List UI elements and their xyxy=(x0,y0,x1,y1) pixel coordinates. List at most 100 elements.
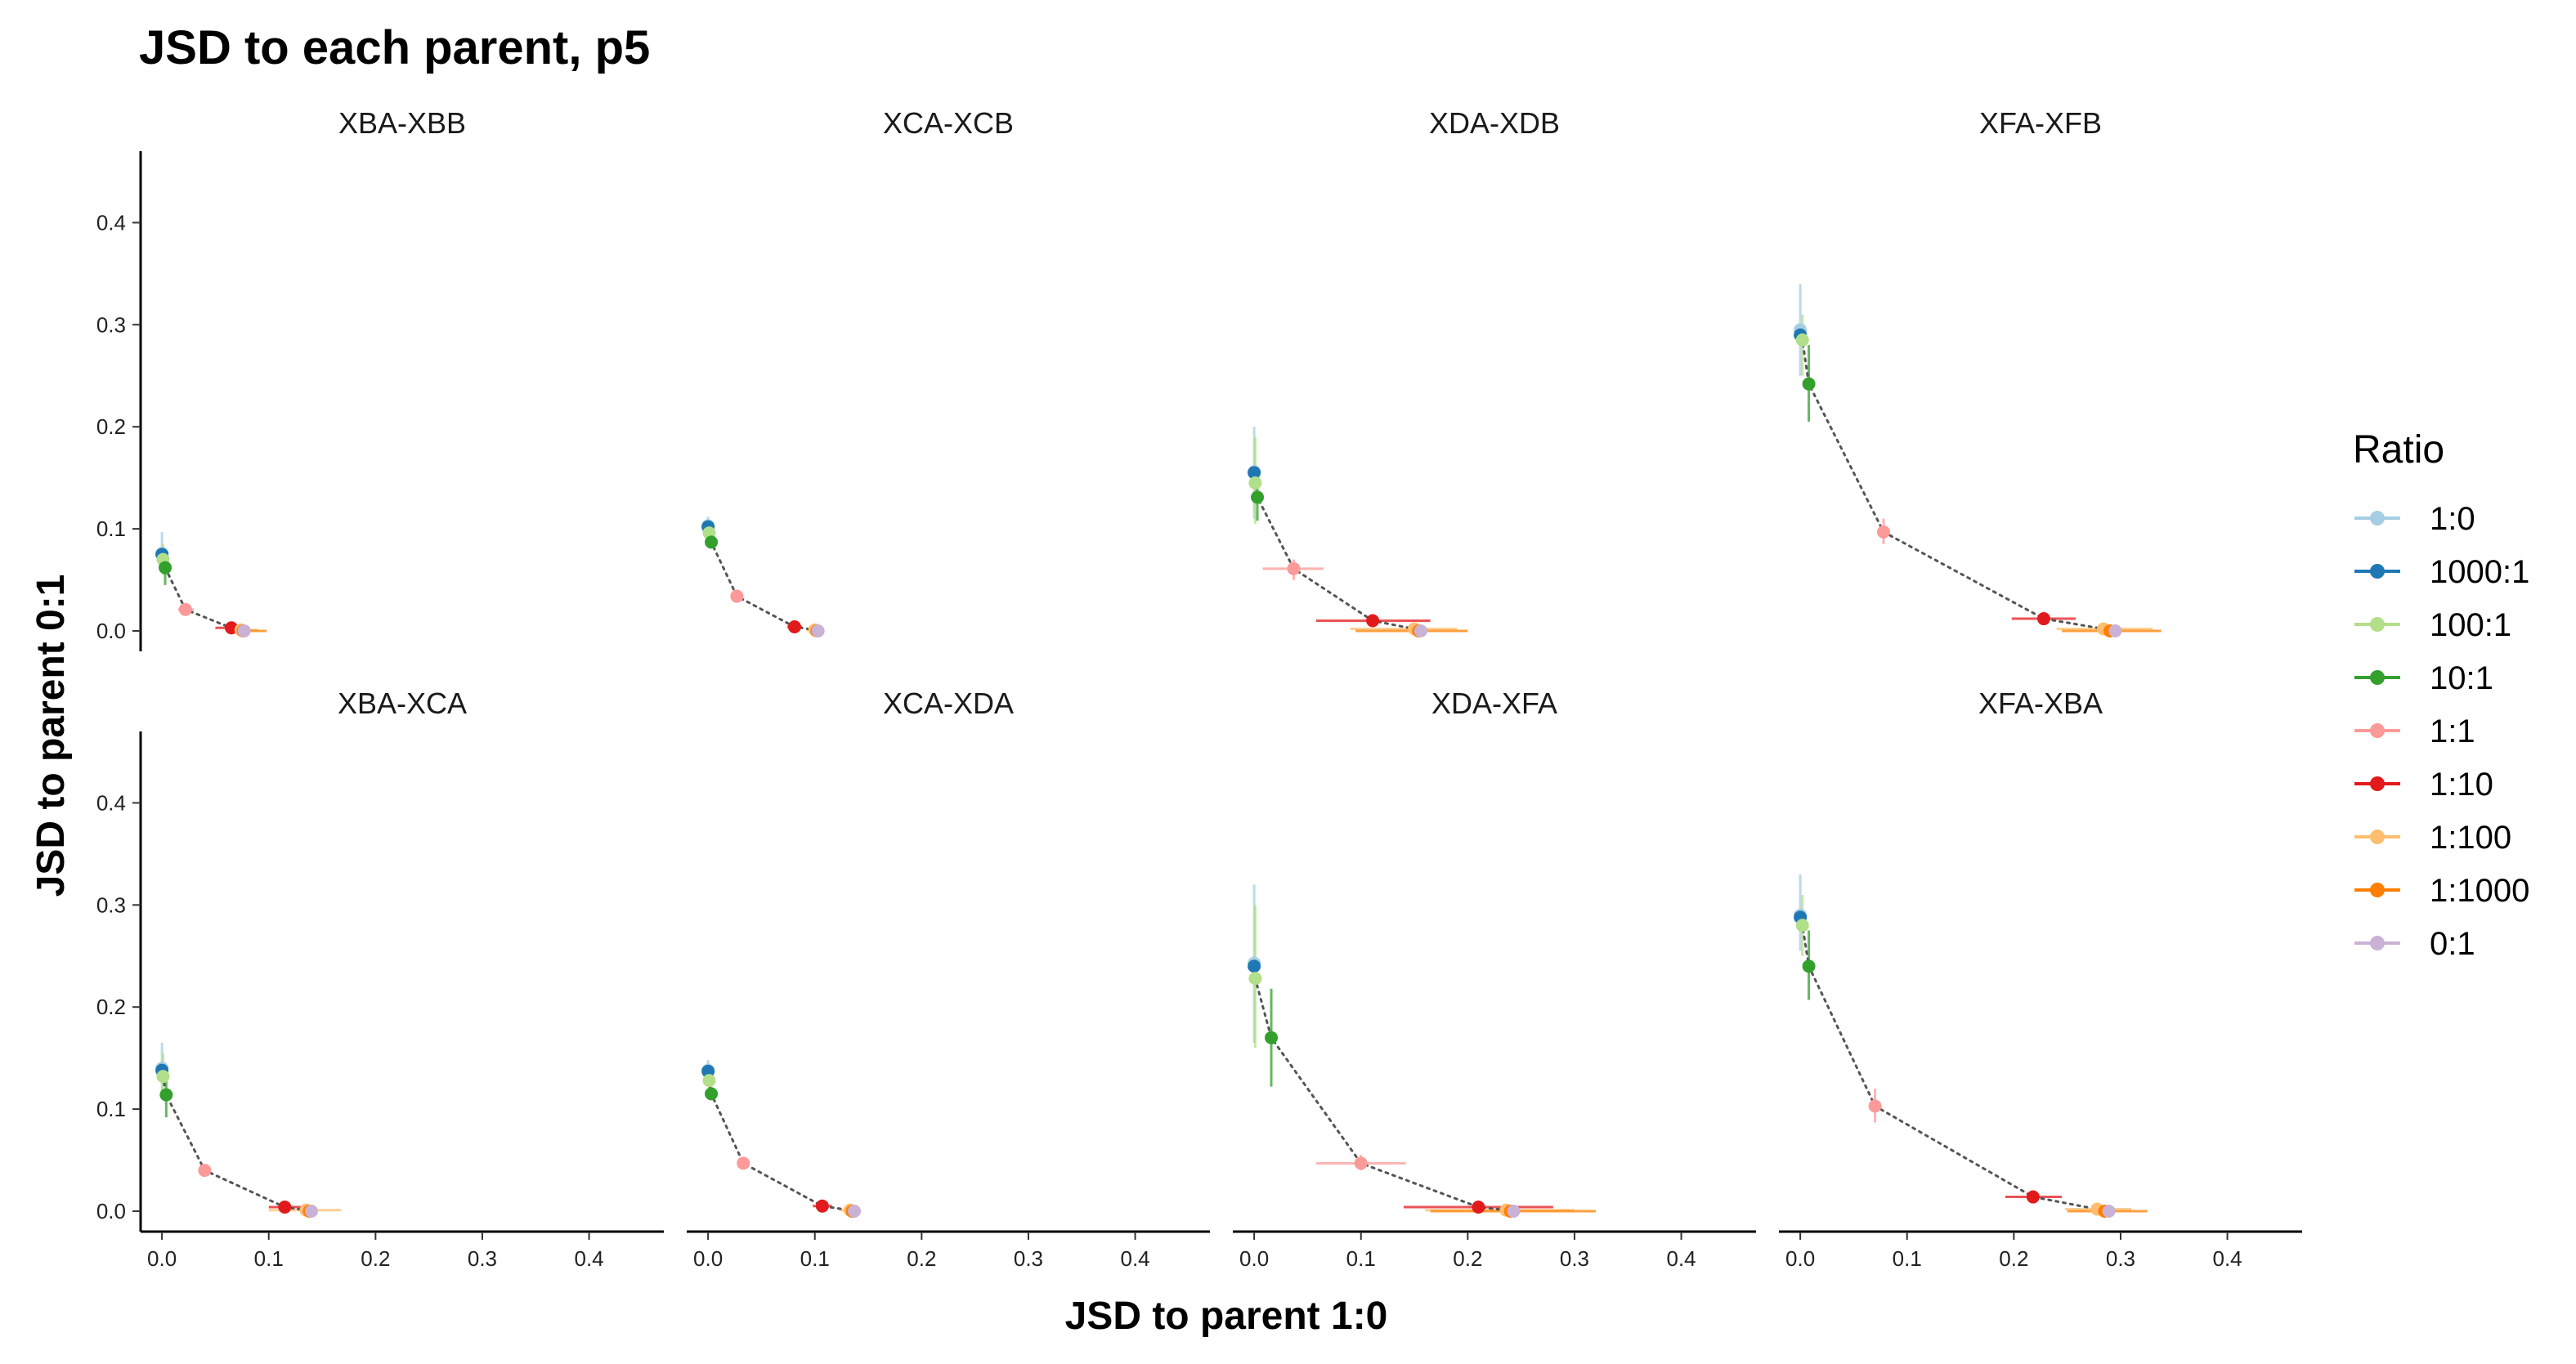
x-tick-label: 0.0 xyxy=(693,1246,723,1271)
legend-key-point xyxy=(2370,936,2385,950)
data-point-10-1 xyxy=(705,535,719,549)
x-tick-label: 0.3 xyxy=(468,1246,497,1271)
data-point-1-10 xyxy=(815,1199,829,1213)
data-point-1-1 xyxy=(1354,1156,1368,1170)
data-point-0-1 xyxy=(811,624,825,638)
data-point-1-1 xyxy=(198,1164,212,1178)
legend-label: 1:1000 xyxy=(2430,873,2529,909)
data-point-1-10 xyxy=(2026,1190,2040,1204)
x-tick-label: 0.1 xyxy=(254,1246,284,1271)
x-tick-label: 0.0 xyxy=(1239,1246,1269,1271)
legend-key-point xyxy=(2370,564,2385,579)
data-point-100-1 xyxy=(1795,333,1809,347)
y-tick-label: 0.4 xyxy=(96,790,126,815)
facet-panels: XBA-XBB 0.0 0.1 0.2 0.3 0.4 XCA-XCB XDA-XDB XFA-… xyxy=(96,106,2302,1271)
data-point-1-10 xyxy=(1366,614,1380,628)
facet-panel-xba-xca: XBA-XCA 0.0 0.1 0.2 0.3 0.4 0.0 0.1 0.2 0.3 0.4 xyxy=(96,686,664,1271)
x-tick-label: 0.0 xyxy=(147,1246,177,1271)
trend-path xyxy=(1799,914,2111,1213)
y-tick-label: 0.3 xyxy=(96,312,126,337)
data-point-1000-1 xyxy=(1248,959,1261,973)
trend-path xyxy=(706,1069,856,1213)
x-tick-label: 0.4 xyxy=(1120,1246,1149,1271)
legend-label: 10:1 xyxy=(2430,660,2493,696)
x-tick-label: 0.3 xyxy=(2106,1246,2135,1271)
legend-entry: 1:100 xyxy=(2354,820,2511,856)
y-tick-label: 0.0 xyxy=(96,619,126,643)
legend-title: Ratio xyxy=(2353,428,2444,472)
legend-label: 1:100 xyxy=(2430,820,2511,856)
legend-label: 100:1 xyxy=(2430,607,2511,643)
facet-panel-xfa-xfb: XFA-XFB xyxy=(1794,106,2162,638)
data-point-10-1 xyxy=(1802,959,1816,973)
facet-panel-xda-xdb: XDA-XDB xyxy=(1248,106,1560,638)
panel-strip-label: XCA-XDA xyxy=(883,686,1014,720)
facet-panel-xca-xda: XCA-XDA 0.0 0.1 0.2 0.3 0.4 xyxy=(687,686,1210,1271)
trend-path xyxy=(1799,329,2117,633)
data-point-1-1 xyxy=(1287,561,1301,575)
legend-key-point xyxy=(2370,511,2385,525)
data-point-1-10 xyxy=(2036,612,2050,626)
legend-entry: 1:10 xyxy=(2354,767,2493,803)
data-point-1000-1 xyxy=(1248,466,1261,480)
data-point-10-1 xyxy=(159,561,172,575)
x-tick-label: 0.3 xyxy=(1014,1246,1043,1271)
legend-label: 1000:1 xyxy=(2430,554,2529,590)
data-point-10-1 xyxy=(159,1088,173,1102)
data-point-0-1 xyxy=(2108,624,2122,638)
x-tick-label: 0.1 xyxy=(800,1246,830,1271)
data-point-0-1 xyxy=(1507,1205,1521,1219)
panel-strip-label: XFA-XBA xyxy=(1978,686,2103,720)
trend-path xyxy=(1252,470,1422,633)
x-tick-label: 0.2 xyxy=(361,1246,390,1271)
panel-strip-label: XBA-XCA xyxy=(338,686,467,720)
legend-label: 1:1 xyxy=(2430,713,2475,749)
x-tick-label: 0.4 xyxy=(574,1246,603,1271)
data-point-100-1 xyxy=(1795,919,1809,932)
x-tick-label: 0.0 xyxy=(1785,1246,1815,1271)
data-point-0-1 xyxy=(2102,1205,2116,1219)
trend-path xyxy=(160,1067,313,1213)
legend-key-point xyxy=(2370,776,2385,791)
legend-key-point xyxy=(2370,883,2385,897)
legend: Ratio 1:0 1000:1 100:1 10:1 1:1 1:10 1:100 1:10… xyxy=(2353,428,2529,962)
legend-entry: 10:1 xyxy=(2354,660,2493,696)
legend-entry: 1:0 xyxy=(2354,501,2475,537)
legend-key-point xyxy=(2370,830,2385,844)
panel-strip-label: XDA-XDB xyxy=(1429,106,1560,140)
facet-panel-xba-xbb: XBA-XBB 0.0 0.1 0.2 0.3 0.4 xyxy=(96,106,466,651)
trend-path xyxy=(160,552,246,633)
panel-strip-label: XDA-XFA xyxy=(1431,686,1557,720)
legend-entry: 0:1 xyxy=(2354,926,2475,962)
data-point-10-1 xyxy=(1251,490,1265,504)
y-tick-label: 0.2 xyxy=(96,414,126,439)
panel-strip-label: XCA-XCB xyxy=(883,106,1014,140)
legend-label: 0:1 xyxy=(2430,926,2475,962)
legend-key-point xyxy=(2370,617,2385,632)
y-tick-label: 0.4 xyxy=(96,210,126,235)
y-axis-title: JSD to parent 0:1 xyxy=(29,575,73,897)
data-point-1-1 xyxy=(178,602,192,616)
x-tick-label: 0.3 xyxy=(1560,1246,1589,1271)
legend-entries: 1:0 1000:1 100:1 10:1 1:1 1:10 1:100 1:1000 0:1 xyxy=(2354,501,2529,962)
legend-label: 1:10 xyxy=(2430,767,2493,803)
data-point-10-1 xyxy=(705,1087,719,1101)
y-tick-label: 0.2 xyxy=(96,995,126,1019)
legend-entry: 100:1 xyxy=(2354,607,2511,643)
data-point-1-10 xyxy=(787,620,801,634)
trend-path xyxy=(1252,962,1515,1213)
data-point-0-1 xyxy=(304,1205,318,1219)
data-point-0-1 xyxy=(848,1205,862,1219)
data-point-10-1 xyxy=(1802,377,1816,391)
data-point-100-1 xyxy=(1248,476,1262,490)
data-point-1-10 xyxy=(1472,1201,1485,1214)
chart-title: JSD to each parent, p5 xyxy=(139,21,650,74)
x-tick-label: 0.1 xyxy=(1893,1246,1922,1271)
legend-entry: 1000:1 xyxy=(2354,554,2529,590)
legend-entry: 1:1 xyxy=(2354,713,2475,749)
facet-panel-xca-xcb: XCA-XCB xyxy=(701,106,1014,638)
x-tick-label: 0.2 xyxy=(907,1246,936,1271)
legend-label: 1:0 xyxy=(2430,501,2475,537)
facet-panel-xda-xfa: XDA-XFA 0.0 0.1 0.2 0.3 0.4 xyxy=(1233,686,1756,1271)
